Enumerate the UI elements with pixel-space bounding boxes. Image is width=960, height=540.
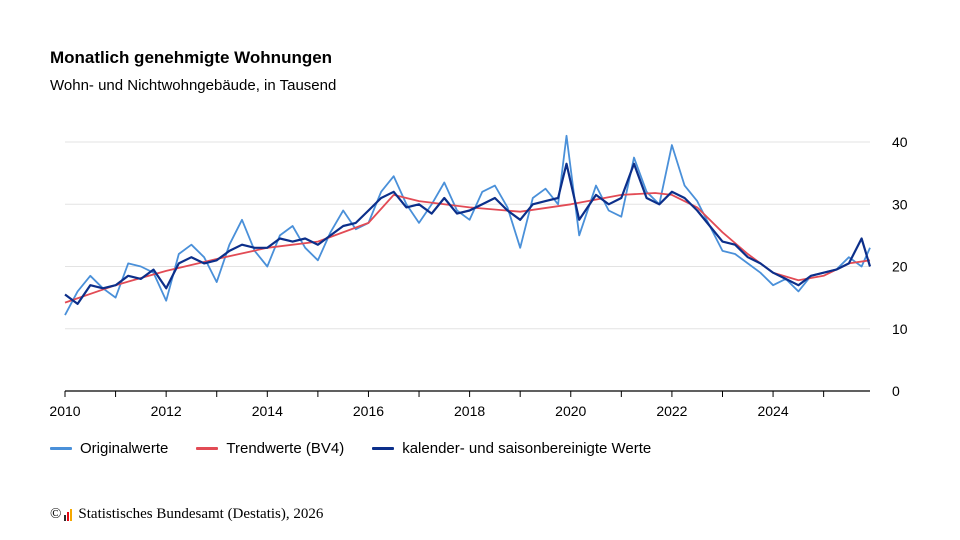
y-tick-label-40: 40 [892, 134, 908, 150]
y-tick-label-20: 20 [892, 259, 908, 275]
chart-subtitle: Wohn- und Nichtwohngebäude, in Tausend [50, 77, 337, 94]
source-note: © Statistisches Bundesamt (Destatis), 20… [50, 506, 323, 523]
x-tick-label-2014: 2014 [252, 403, 283, 419]
y-tick-label-30: 30 [892, 196, 908, 212]
destatis-logo-icon [64, 508, 73, 521]
legend-item-adjusted[interactable]: kalender- und saisonbereinigte Werte [372, 440, 651, 457]
x-tick-label-2018: 2018 [454, 403, 485, 419]
chart-legend: Originalwerte Trendwerte (BV4) kalender-… [50, 440, 679, 457]
x-tick-label-2024: 2024 [757, 403, 788, 419]
copyright-symbol: © [50, 506, 62, 522]
legend-swatch-original [50, 447, 72, 450]
x-tick-label-2020: 2020 [555, 403, 586, 419]
legend-label-trend: Trendwerte (BV4) [226, 440, 345, 457]
x-tick-label-2022: 2022 [656, 403, 687, 419]
y-tick-label-10: 10 [892, 321, 908, 337]
legend-item-trend[interactable]: Trendwerte (BV4) [196, 440, 344, 457]
x-tick-label-2016: 2016 [353, 403, 384, 419]
series-line-original [64, 134, 871, 316]
series-line-adjusted [64, 162, 872, 305]
legend-item-original[interactable]: Originalwerte [50, 440, 168, 457]
y-tick-label-0: 0 [892, 383, 900, 399]
legend-swatch-adjusted [372, 447, 395, 450]
series-line-trend [64, 192, 871, 304]
legend-swatch-trend [196, 447, 219, 450]
x-tick-label-2010: 2010 [49, 403, 80, 419]
source-text: Statistisches Bundesamt (Destatis), 2026 [78, 506, 324, 522]
chart-title: Monatlich genehmigte Wohnungen [50, 48, 333, 67]
legend-label-adjusted: kalender- und saisonbereinigte Werte [402, 440, 652, 457]
legend-label-original: Originalwerte [80, 440, 169, 457]
x-tick-label-2012: 2012 [151, 403, 182, 419]
